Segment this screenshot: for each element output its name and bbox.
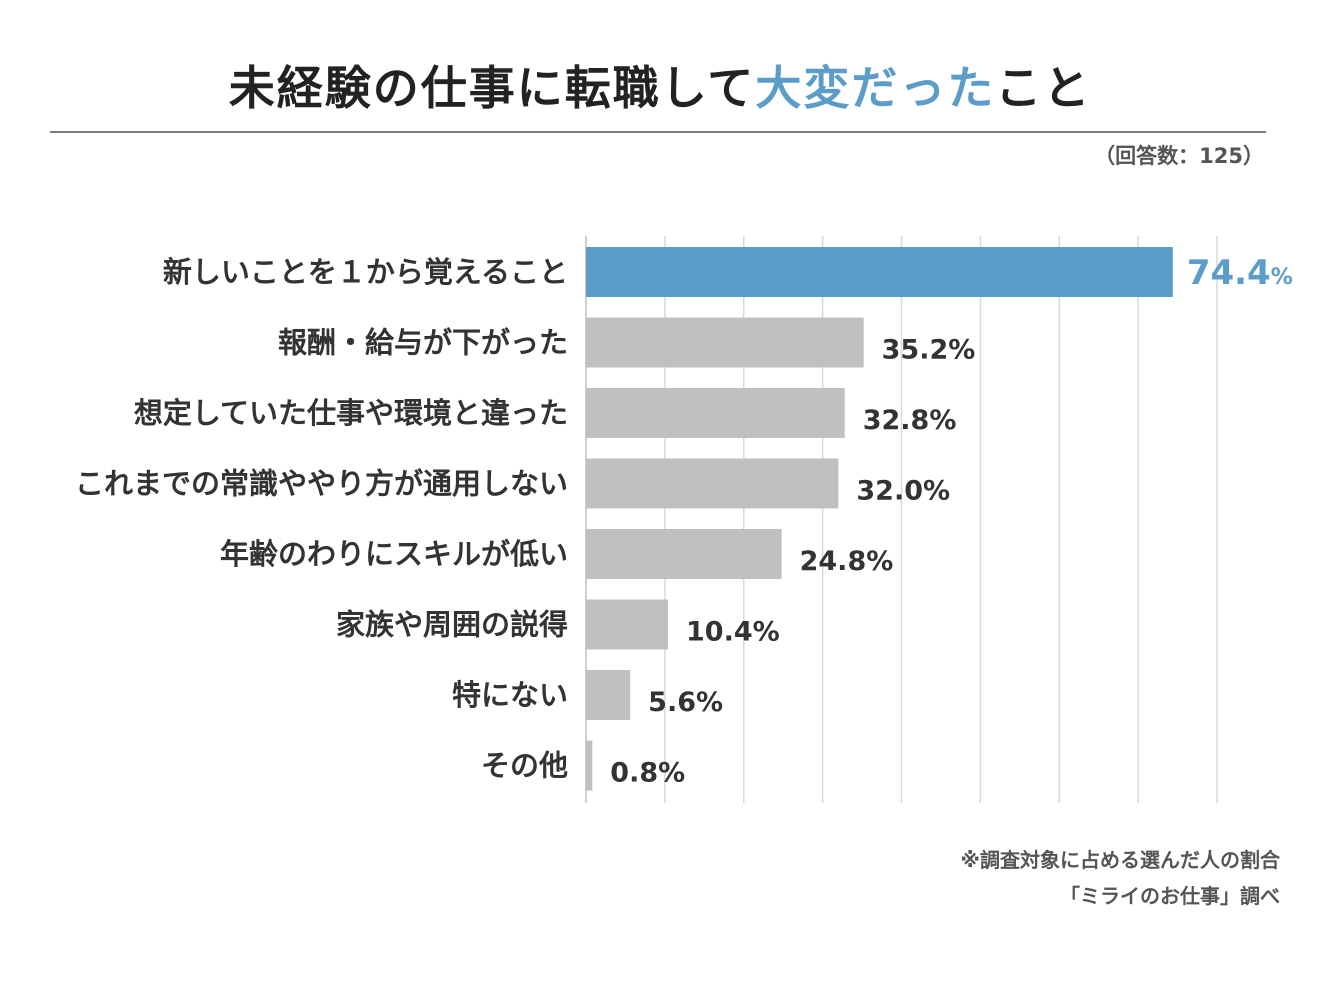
bar-7	[586, 740, 593, 791]
category-label-4: 年齢のわりにスキルが低い	[220, 537, 568, 571]
category-label-1: 報酬・給与が下がった	[278, 326, 568, 360]
footnote-ratio: ※調査対象に占める選んだ人の割合	[960, 848, 1280, 872]
title-tail: こと	[995, 61, 1092, 115]
bar-5	[586, 599, 669, 650]
value-label-4: 24.8%	[800, 546, 894, 577]
respondent-count: （回答数：125）	[1094, 144, 1264, 168]
chart-title: 未経験の仕事に転職して大変だったこと	[0, 58, 1320, 118]
bar-1	[586, 317, 864, 368]
value-unit-0: %	[1271, 265, 1293, 290]
footnote-source: 「ミライのお仕事」調べ	[1060, 884, 1280, 908]
value-label-7: 0.8%	[610, 758, 685, 789]
bar-6	[586, 670, 631, 720]
value-label-5: 10.4%	[686, 617, 780, 648]
value-label-2: 32.8%	[863, 405, 957, 436]
bar-0	[586, 247, 1173, 297]
title-divider	[50, 131, 1266, 133]
title-highlight: 大変だった	[755, 61, 996, 115]
value-label-0: 74.4%	[1187, 253, 1293, 293]
category-label-0: 新しいことを１から覚えること	[163, 255, 568, 289]
category-label-2: 想定していた仕事や環境と違った	[134, 396, 568, 430]
category-label-6: 特にない	[452, 678, 568, 712]
category-label-3: これまでの常識ややり方が通用しない	[75, 467, 568, 501]
bar-3	[586, 458, 839, 509]
value-label-6: 5.6%	[648, 687, 723, 718]
bar-2	[586, 388, 845, 438]
bar-4	[586, 529, 782, 579]
value-label-1: 35.2%	[882, 335, 976, 366]
category-label-5: 家族や周囲の説得	[336, 608, 568, 642]
category-label-7: その他	[481, 749, 568, 783]
title-main: 未経験の仕事に転職して	[228, 61, 756, 115]
value-label-3: 32.0%	[856, 476, 950, 507]
